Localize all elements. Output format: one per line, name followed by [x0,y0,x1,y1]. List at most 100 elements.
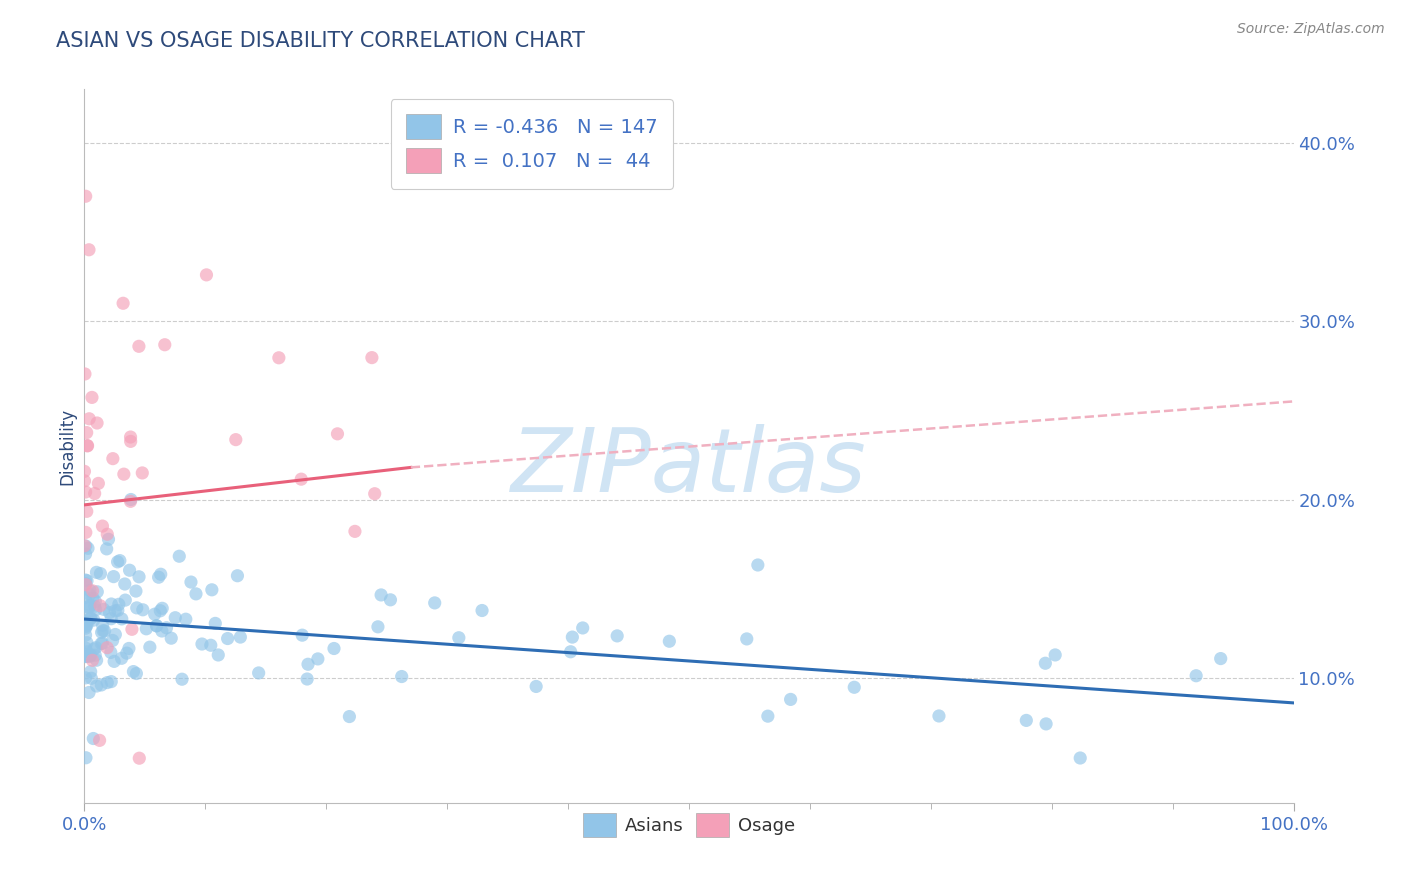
Point [80,671,103,685]
Point [100,674,122,689]
Point [229,630,252,644]
Point [101,451,124,466]
Point [75,189,97,203]
Point [76,635,98,649]
Point [122,665,145,679]
Point [97,533,120,547]
Point [100,645,122,659]
Point [76,425,98,440]
Point [76,645,98,659]
Point [86,679,108,693]
Point [1043,648,1066,662]
Point [82,653,104,667]
Point [160,631,183,645]
Point [844,680,866,694]
Point [79,583,101,598]
Point [73,464,96,478]
Point [524,680,547,694]
Point [76,618,98,632]
Point [307,652,329,666]
Point [1015,714,1038,728]
Point [1209,651,1232,665]
Point [73,539,96,553]
Point [93,602,115,616]
Point [153,337,176,351]
Point [125,600,148,615]
Point [75,576,97,591]
Point [83,599,105,614]
Point [139,640,162,654]
Point [104,604,127,618]
Point [77,243,100,257]
Point [145,619,167,633]
Point [225,433,247,447]
Point [364,486,387,500]
Point [89,599,111,613]
Point [447,631,470,645]
Point [149,567,172,582]
Point [75,591,97,605]
Point [77,600,100,615]
Point [150,624,173,638]
Point [118,641,141,656]
Point [84,640,107,655]
Point [100,597,122,611]
Point [125,666,148,681]
Point [76,439,98,453]
Point [75,649,97,664]
Point [207,648,229,662]
Point [96,640,118,655]
Point [1185,669,1208,683]
Point [86,566,108,580]
Point [148,570,170,584]
Point [295,672,318,686]
Point [204,616,226,631]
Point [391,669,413,683]
Point [76,439,98,453]
Point [1069,751,1091,765]
Point [247,665,270,680]
Point [121,623,143,637]
Point [290,472,312,486]
Point [82,583,104,598]
Point [75,648,97,662]
Point [82,591,104,605]
Point [120,430,142,444]
Point [103,569,125,583]
Text: Source: ZipAtlas.com: Source: ZipAtlas.com [1237,22,1385,37]
Point [143,607,166,622]
Point [367,620,389,634]
Point [747,558,769,572]
Point [150,601,173,615]
Point [86,416,108,430]
Point [155,621,177,635]
Point [75,751,97,765]
Point [107,603,129,617]
Point [75,547,97,561]
Point [86,584,108,599]
Point [73,474,96,488]
Point [226,568,249,582]
Point [108,553,131,567]
Point [167,549,190,564]
Point [75,525,97,540]
Point [291,628,314,642]
Point [120,494,142,508]
Point [107,597,129,611]
Point [267,351,290,365]
Point [90,625,112,640]
Point [112,296,135,310]
Point [1033,657,1056,671]
Point [79,611,101,625]
Point [423,596,446,610]
Point [560,645,582,659]
Point [83,613,105,627]
Point [98,606,121,620]
Point [107,555,129,569]
Point [118,563,141,577]
Point [184,587,207,601]
Point [75,621,97,635]
Point [928,709,950,723]
Point [165,611,187,625]
Point [77,411,100,425]
